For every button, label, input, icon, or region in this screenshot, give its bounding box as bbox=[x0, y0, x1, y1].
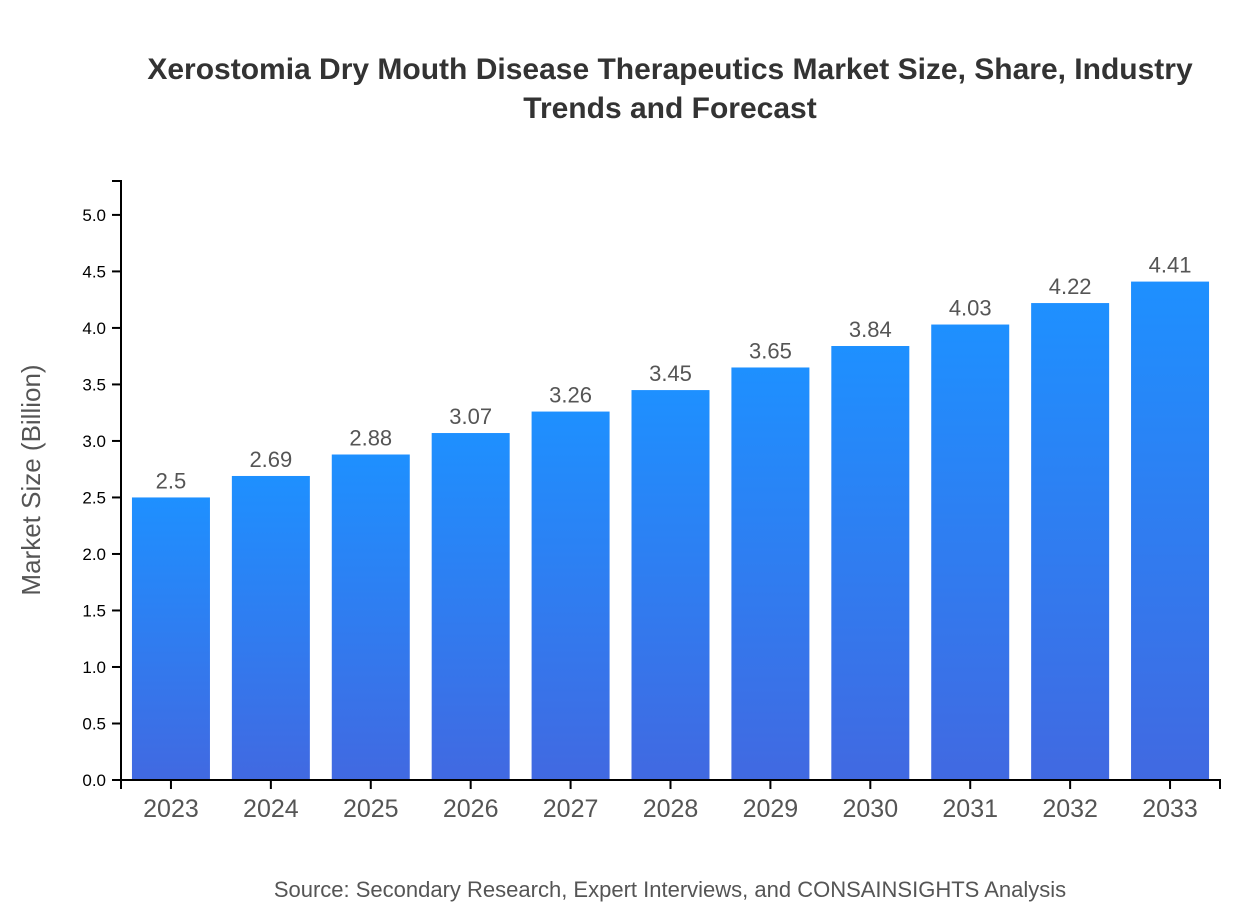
x-tick-label: 2030 bbox=[843, 795, 899, 823]
data-label: 4.03 bbox=[949, 296, 992, 321]
data-label: 2.69 bbox=[249, 447, 292, 472]
x-tick-label: 2026 bbox=[443, 795, 499, 823]
bar-2027 bbox=[531, 411, 610, 780]
bar-2032 bbox=[1031, 303, 1110, 780]
y-tick-label: 0.5 bbox=[82, 714, 106, 733]
y-axis bbox=[112, 180, 122, 780]
y-tick-label: 3.0 bbox=[82, 432, 106, 451]
x-tick-label: 2029 bbox=[743, 795, 799, 823]
chart-title: Xerostomia Dry Mouth Disease Therapeutic… bbox=[147, 53, 1193, 125]
x-tick-label: 2024 bbox=[243, 795, 299, 823]
source-note: Source: Secondary Research, Expert Inter… bbox=[273, 877, 1067, 902]
bar-2028 bbox=[631, 390, 710, 780]
bar-2026 bbox=[431, 433, 510, 780]
y-tick-label: 4.5 bbox=[82, 262, 106, 281]
data-label: 2.5 bbox=[156, 468, 187, 493]
data-label: 3.65 bbox=[749, 338, 792, 363]
bar-2031 bbox=[931, 324, 1010, 780]
y-tick-label: 1.0 bbox=[82, 658, 106, 677]
y-tick-label: 5.0 bbox=[82, 206, 106, 225]
y-tick-label: 4.0 bbox=[82, 319, 106, 338]
y-tick-label: 3.5 bbox=[82, 375, 106, 394]
data-label: 4.22 bbox=[1049, 274, 1092, 299]
x-tick-label: 2031 bbox=[942, 795, 998, 823]
data-label: 3.45 bbox=[649, 361, 692, 386]
data-label: 3.84 bbox=[849, 317, 892, 342]
y-tick-label: 2.5 bbox=[82, 488, 106, 507]
bar-2033 bbox=[1131, 281, 1210, 780]
bar-2029 bbox=[731, 367, 810, 780]
bar-2023 bbox=[131, 497, 210, 780]
x-tick-label: 2028 bbox=[643, 795, 699, 823]
data-label: 2.88 bbox=[349, 426, 392, 451]
data-label: 3.26 bbox=[549, 383, 592, 408]
x-axis bbox=[120, 779, 1221, 789]
bar-2030 bbox=[831, 346, 910, 780]
y-tick-label: 2.0 bbox=[82, 545, 106, 564]
x-tick-label: 2032 bbox=[1042, 795, 1098, 823]
x-tick-label: 2025 bbox=[343, 795, 399, 823]
data-label: 3.07 bbox=[449, 404, 492, 429]
data-label: 4.41 bbox=[1149, 253, 1192, 278]
x-tick-label: 2033 bbox=[1142, 795, 1198, 823]
y-axis-label: Market Size (Billion) bbox=[16, 364, 46, 595]
x-tick-label: 2027 bbox=[543, 795, 599, 823]
x-tick-label: 2023 bbox=[143, 795, 199, 823]
bar-2025 bbox=[331, 454, 410, 780]
y-tick-label: 1.5 bbox=[82, 601, 106, 620]
y-tick-label: 0.0 bbox=[82, 771, 106, 790]
bar-2024 bbox=[231, 475, 310, 780]
